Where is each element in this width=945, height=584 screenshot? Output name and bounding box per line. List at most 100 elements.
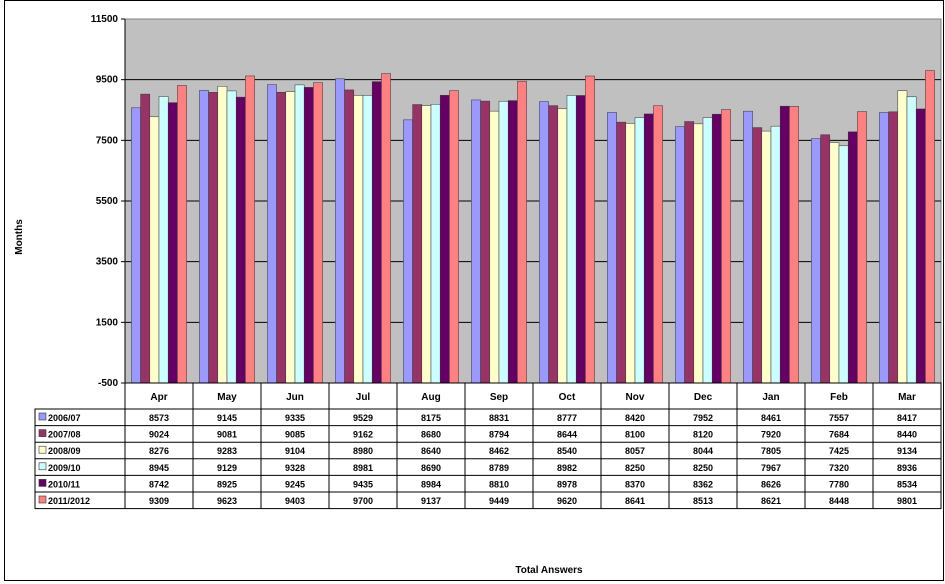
- data-label: 8448: [829, 496, 849, 506]
- y-tick-label: 11500: [91, 14, 119, 25]
- bar-2010-11-Nov: [643, 113, 654, 384]
- bar-2011-2012-Feb: [857, 111, 867, 384]
- data-label: 9104: [285, 446, 305, 456]
- bar-2010-11-May: [235, 96, 246, 384]
- bar-2009-10-Jan: [770, 125, 781, 384]
- legend-label: 2011/2012: [48, 496, 90, 506]
- bar-2011-2012-Jan: [789, 106, 799, 384]
- data-label: 9024: [149, 430, 169, 440]
- bar-2010-11-Aug: [439, 95, 450, 384]
- bar-2010-11-Oct: [575, 95, 586, 384]
- data-label: 8120: [693, 430, 713, 440]
- x-category-label: Apr: [150, 392, 167, 403]
- data-label: 8534: [897, 479, 917, 489]
- legend-key-2009-10: [38, 462, 47, 471]
- data-label: 9309: [149, 496, 169, 506]
- data-label: 8644: [557, 430, 577, 440]
- x-category-label: Jan: [762, 392, 779, 403]
- data-label: 8831: [489, 413, 509, 423]
- bar-2007-08-Oct: [548, 105, 559, 384]
- data-label: 9145: [217, 413, 237, 423]
- data-label: 9700: [353, 496, 373, 506]
- bar-2008-09-Dec: [693, 123, 704, 384]
- bar-2009-10-Apr: [158, 96, 169, 384]
- data-label: 8626: [761, 479, 781, 489]
- y-tick-label: 1500: [96, 317, 119, 328]
- data-label: 8276: [149, 446, 169, 456]
- bar-2007-08-Aug: [412, 104, 423, 384]
- bar-2010-11-Jul: [371, 81, 382, 384]
- data-label: 9449: [489, 496, 509, 506]
- bar-2006-07-Mar: [879, 112, 889, 384]
- data-label: 8925: [217, 479, 237, 489]
- legend-key-2010-11: [38, 479, 47, 487]
- data-label: 8057: [625, 446, 645, 456]
- data-label: 8777: [557, 413, 577, 423]
- x-category-label: May: [217, 392, 237, 403]
- y-axis-title: Months: [14, 219, 25, 255]
- data-label: 7967: [761, 463, 781, 473]
- data-label: 8540: [557, 446, 577, 456]
- legend-key-2007-08: [38, 429, 47, 437]
- data-label: 8462: [489, 446, 509, 456]
- data-label: 8573: [149, 413, 169, 423]
- data-label: 8980: [353, 446, 373, 456]
- bar-2009-10-Jun: [294, 84, 305, 384]
- bar-2008-09-Sep: [489, 110, 500, 384]
- bar-2009-10-Oct: [566, 95, 577, 384]
- data-label: 9137: [421, 496, 441, 506]
- chart: 11500 9500 7500 5500 3500 1500 -500 Apr May Jun J…: [14, 14, 942, 576]
- data-label: 8981: [353, 463, 373, 473]
- data-label: 8044: [693, 446, 713, 456]
- data-label: 9081: [217, 430, 237, 440]
- data-label: 8250: [625, 463, 645, 473]
- bar-2008-09-Jul: [353, 95, 364, 384]
- y-tick-label: 9500: [96, 75, 119, 86]
- bar-2006-07-Sep: [471, 99, 481, 384]
- x-category-label: Feb: [830, 392, 848, 403]
- y-tick-label: 7500: [96, 135, 119, 146]
- data-label: 9129: [217, 463, 237, 473]
- bar-2008-09-May: [217, 85, 228, 384]
- data-label: 8690: [421, 463, 441, 473]
- bar-2007-08-Jun: [276, 92, 287, 384]
- y-tick-label: -500: [98, 378, 118, 389]
- bar-2011-2012-Jul: [381, 73, 391, 384]
- bar-2008-09-Oct: [557, 108, 568, 384]
- bar-2008-09-Apr: [149, 116, 160, 384]
- bar-2007-08-Dec: [684, 121, 695, 384]
- data-label: 7805: [761, 446, 781, 456]
- data-label: 7320: [829, 463, 849, 473]
- bar-2011-2012-Sep: [517, 80, 527, 384]
- data-label: 7952: [693, 413, 713, 423]
- data-label: 8984: [421, 479, 441, 489]
- data-label: 8810: [489, 479, 509, 489]
- bar-2011-2012-Jun: [313, 82, 323, 384]
- bar-2008-09-Mar: [897, 90, 908, 384]
- data-label: 7780: [829, 479, 849, 489]
- bar-2011-2012-Aug: [449, 90, 459, 384]
- bar-2006-07-Aug: [403, 119, 413, 384]
- x-category-label: Jun: [286, 392, 304, 403]
- x-axis-title: Total Answers: [515, 565, 583, 576]
- bar-2008-09-Aug: [421, 105, 432, 384]
- data-label: 9328: [285, 463, 305, 473]
- data-label: 9620: [557, 496, 577, 506]
- data-label: 8440: [897, 430, 917, 440]
- data-label: 8945: [149, 463, 169, 473]
- data-label: 8250: [693, 463, 713, 473]
- data-label: 8789: [489, 463, 509, 473]
- data-label: 9335: [285, 413, 305, 423]
- bar-2007-08-May: [208, 92, 219, 384]
- data-label: 8640: [421, 446, 441, 456]
- chart-frame: 11500 9500 7500 5500 3500 1500 -500 Apr May Jun J…: [4, 0, 944, 581]
- bar-2006-07-Jan: [743, 110, 753, 384]
- data-label: 7684: [829, 430, 849, 440]
- bar-2011-2012-Mar: [925, 70, 935, 384]
- data-label: 8621: [761, 496, 781, 506]
- legend-label: 2008/09: [48, 446, 81, 456]
- legend-key-2011-2012: [38, 495, 47, 504]
- data-label: 8742: [149, 479, 169, 489]
- bar-2011-2012-Apr: [177, 85, 187, 384]
- bar-2008-09-Jun: [285, 91, 296, 384]
